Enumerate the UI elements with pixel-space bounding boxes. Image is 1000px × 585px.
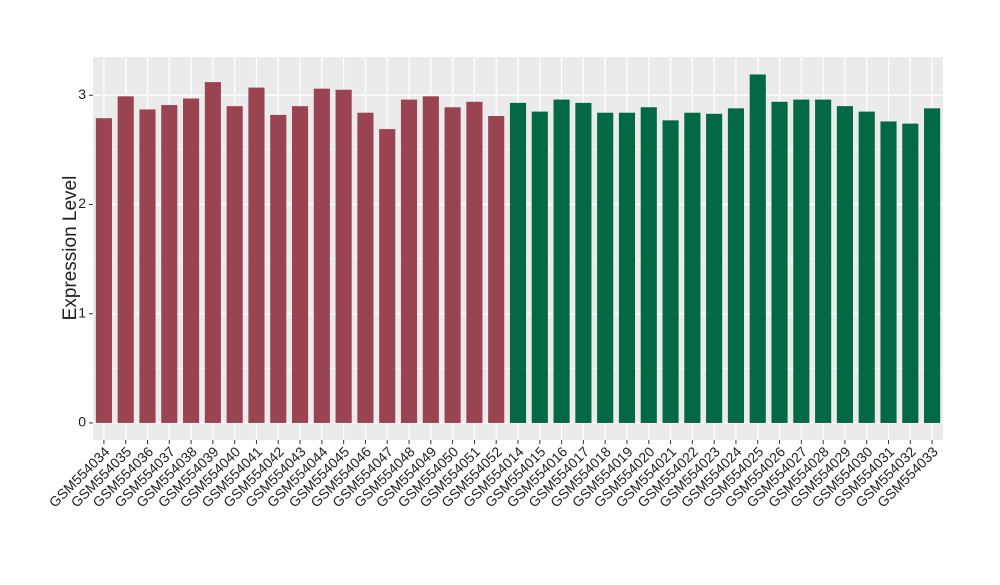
y-tick-label: 0 [78, 414, 86, 430]
bar [553, 99, 570, 423]
bar [836, 106, 853, 423]
bar [357, 112, 374, 423]
bar [379, 129, 396, 423]
y-axis-title: Expression Level [60, 176, 81, 321]
bar [924, 108, 941, 423]
bar [902, 123, 919, 423]
bar [466, 101, 483, 423]
bar [204, 82, 221, 423]
bar [161, 105, 178, 423]
bar [422, 96, 439, 423]
bar [270, 114, 287, 423]
bar [117, 96, 134, 423]
bar [575, 102, 592, 423]
bar [727, 108, 745, 423]
bar [226, 106, 243, 423]
y-tick-label: 3 [78, 86, 86, 102]
bar [95, 118, 112, 423]
bar [400, 99, 418, 423]
bar [815, 99, 832, 423]
bar [858, 111, 875, 423]
bar [531, 111, 548, 423]
bar [662, 120, 679, 423]
bar [488, 115, 505, 423]
bar [597, 112, 614, 423]
bar [749, 74, 766, 423]
bar [706, 113, 723, 423]
bar [313, 88, 330, 423]
y-tick-label: 2 [78, 195, 86, 211]
bar [139, 109, 156, 423]
bar [444, 107, 461, 423]
bar [880, 121, 897, 423]
bar [248, 87, 265, 423]
bar [509, 102, 527, 423]
bar [771, 101, 788, 423]
y-tick-label: 1 [78, 304, 86, 320]
bar [618, 112, 636, 423]
bar [684, 112, 701, 423]
bar [183, 98, 200, 423]
bar [335, 89, 352, 423]
bar [793, 99, 810, 423]
bar [640, 107, 657, 423]
bar [291, 106, 309, 423]
